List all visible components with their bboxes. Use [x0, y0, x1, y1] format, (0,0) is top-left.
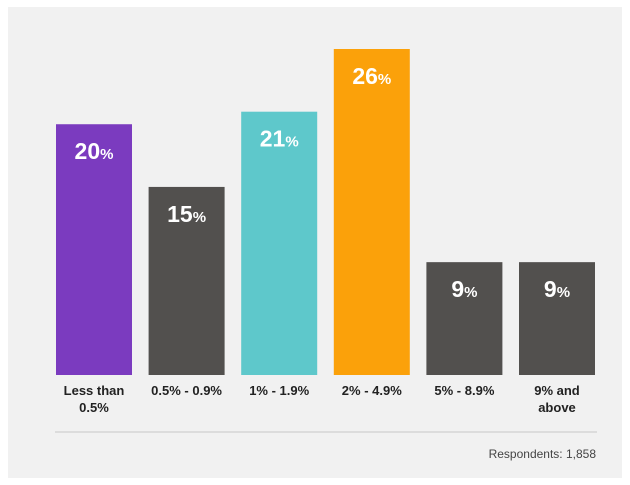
bar-3	[241, 111, 318, 375]
value-label-1: 20%	[75, 138, 114, 164]
category-label-1: Less than 0.5%	[64, 383, 125, 415]
bar-4	[333, 49, 410, 375]
bar-5	[426, 262, 503, 375]
category-label-6: 9% and above	[534, 383, 580, 415]
category-label-3: 1% - 1.9%	[249, 383, 309, 398]
category-labels-group: Less than 0.5% 0.5% - 0.9% 1% - 1.9% 2% - 4.…	[64, 383, 580, 415]
value-label-5: 9%	[451, 276, 477, 302]
bar-1	[56, 124, 132, 375]
bar-2	[148, 186, 225, 375]
bars-group	[56, 49, 595, 375]
category-label-4: 2% - 4.9%	[342, 383, 402, 398]
category-label-2: 0.5% - 0.9%	[151, 383, 222, 398]
value-label-4: 26%	[352, 63, 391, 89]
value-labels-group: 20% 15% 21% 26% 9% 9%	[75, 63, 571, 302]
value-label-2: 15%	[167, 201, 206, 227]
respondents-note: Respondents: 1,858	[489, 447, 597, 461]
value-label-6: 9%	[544, 276, 570, 302]
category-label-5: 5% - 8.9%	[434, 383, 494, 398]
value-label-3: 21%	[260, 126, 299, 152]
bar-6	[519, 262, 595, 375]
